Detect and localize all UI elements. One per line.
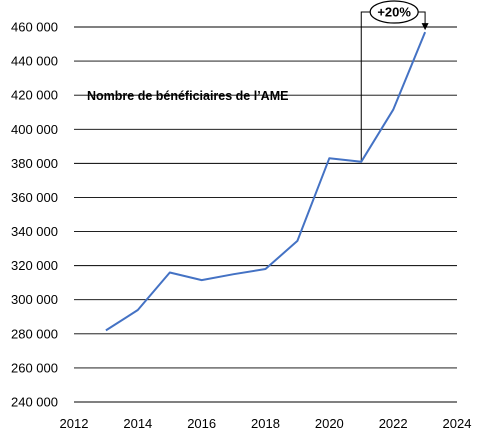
y-tick-label: 420 000 bbox=[11, 88, 58, 103]
x-tick-label: 2018 bbox=[251, 416, 280, 431]
y-tick-label: 380 000 bbox=[11, 156, 58, 171]
y-tick-label: 360 000 bbox=[11, 190, 58, 205]
x-tick-label: 2014 bbox=[123, 416, 152, 431]
y-tick-label: 400 000 bbox=[11, 122, 58, 137]
y-tick-label: 240 000 bbox=[11, 395, 58, 410]
y-tick-label: 460 000 bbox=[11, 20, 58, 35]
gridlines bbox=[74, 26, 457, 369]
annotation-arrowhead bbox=[421, 23, 429, 31]
y-tick-label: 280 000 bbox=[11, 326, 58, 341]
y-tick-label: 440 000 bbox=[11, 54, 58, 69]
x-tick-label: 2012 bbox=[60, 416, 89, 431]
growth-annotation: +20% bbox=[360, 0, 429, 162]
y-axis-tick-labels: 240 000 260 000 280 000 300 000 320 000 340 0… bbox=[11, 20, 58, 410]
annotation-badge bbox=[369, 0, 419, 24]
chart-title: Nombre de bénéficiaires de l’AME bbox=[87, 89, 288, 103]
y-tick-label: 320 000 bbox=[11, 258, 58, 273]
y-tick-label: 300 000 bbox=[11, 292, 58, 307]
x-tick-label: 2022 bbox=[379, 416, 408, 431]
annotation-label: +20% bbox=[377, 5, 411, 20]
x-tick-label: 2024 bbox=[443, 416, 472, 431]
x-tick-label: 2020 bbox=[315, 416, 344, 431]
series-line bbox=[105, 31, 427, 332]
x-axis-tick-labels: 2012 2014 2016 2018 2020 2022 2024 bbox=[60, 416, 472, 431]
y-tick-label: 260 000 bbox=[11, 360, 58, 375]
x-tick-label: 2016 bbox=[187, 416, 216, 431]
y-tick-label: 340 000 bbox=[11, 224, 58, 239]
